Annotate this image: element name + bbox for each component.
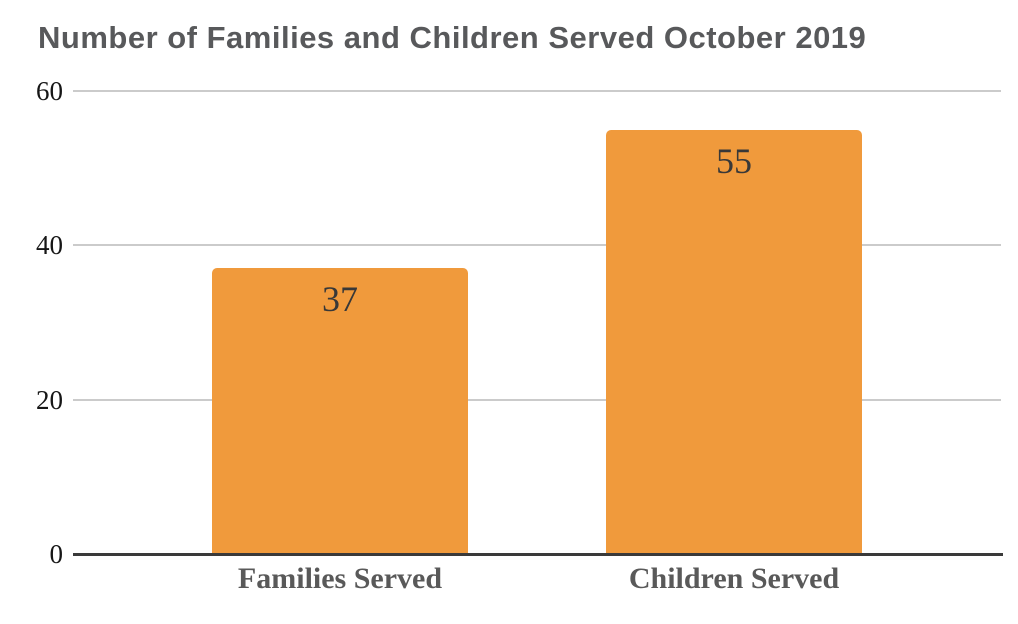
gridline <box>73 90 1001 92</box>
gridline <box>73 398 1001 401</box>
bar-children-served: 55 <box>606 129 862 554</box>
gridline <box>73 244 1001 247</box>
x-category-label: Families Served <box>237 562 443 595</box>
x-category-label: Children Served <box>628 562 840 595</box>
x-axis-line <box>73 553 1003 556</box>
y-tick-label: 40 <box>36 230 63 261</box>
y-tick-label: 60 <box>36 76 63 106</box>
bar-families-served: 37 <box>212 268 468 554</box>
bar-value-label: 55 <box>716 140 752 181</box>
bar-value-label: 37 <box>322 279 358 320</box>
chart-title: Number of Families and Children Served O… <box>38 20 867 55</box>
y-tick-label: 0 <box>49 539 64 569</box>
y-tick-label: 20 <box>36 384 63 415</box>
